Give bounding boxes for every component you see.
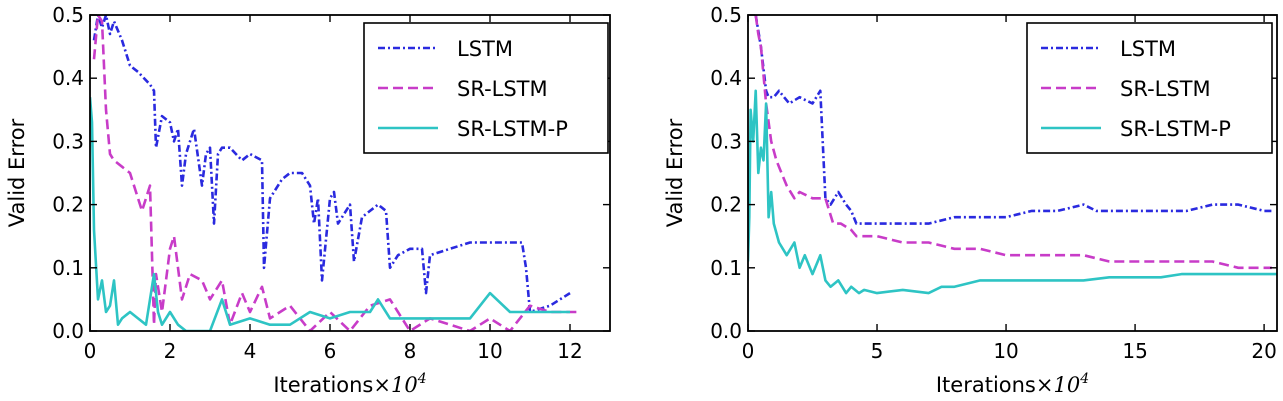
series-group <box>90 15 578 331</box>
x-tick-label: 10 <box>477 339 502 363</box>
x-tick-label: 5 <box>871 339 884 363</box>
y-tick-label: 0.4 <box>52 66 84 90</box>
series-group <box>748 15 1277 295</box>
legend-box <box>1026 22 1273 154</box>
x-tick-label: 15 <box>1122 339 1147 363</box>
legend-box <box>363 22 609 154</box>
y-tick-label: 0.1 <box>710 256 742 280</box>
x-axis-label: Iterations×104 <box>936 371 1089 397</box>
chart-left: 0.0 0.1 0.2 0.3 0.4 0.5 0 2 4 6 8 10 12 Iterations×10… <box>5 3 611 397</box>
y-tick-label: 0.2 <box>710 193 742 217</box>
series-line-sr-lstm-p <box>90 97 570 331</box>
x-tick-label: 10 <box>993 339 1018 363</box>
x-axis-label-text: Iterations <box>936 373 1036 397</box>
y-axis-label: Valid Error <box>5 118 29 227</box>
x-tick-label: 12 <box>557 339 582 363</box>
x-axis-label-multiplier: ×10 <box>1036 373 1080 397</box>
x-tick-label: 4 <box>244 339 257 363</box>
x-axis-label-power: 4 <box>417 371 427 387</box>
legend: LSTM SR-LSTM SR-LSTM-P <box>363 22 609 154</box>
x-axis-label-multiplier: ×10 <box>373 373 417 397</box>
y-tick-label: 0.0 <box>52 319 84 343</box>
y-tick-label: 0.5 <box>710 3 742 27</box>
series-line-sr-lstm-p <box>748 89 1277 295</box>
x-tick-label: 8 <box>404 339 417 363</box>
y-tick-label: 0.2 <box>52 193 84 217</box>
chart-right: 0.0 0.1 0.2 0.3 0.4 0.5 0 5 10 15 20 Iterations×104… <box>663 3 1278 397</box>
x-tick-label: 0 <box>742 339 755 363</box>
y-tick-label: 0.1 <box>52 256 84 280</box>
series-line-lstm <box>754 15 1272 225</box>
y-tick-label: 0.5 <box>52 3 84 27</box>
legend-label: SR-LSTM <box>1120 77 1211 101</box>
legend-label: SR-LSTM <box>457 77 548 101</box>
x-tick-label: 2 <box>164 339 177 363</box>
y-tick-label: 0.4 <box>710 66 742 90</box>
legend-label: LSTM <box>457 37 513 61</box>
y-axis-label: Valid Error <box>663 118 687 227</box>
y-tick-label: 0.0 <box>710 319 742 343</box>
y-tick-label: 0.3 <box>52 129 84 153</box>
x-axis-label-text: Iterations <box>273 373 373 397</box>
x-tick-label: 6 <box>324 339 337 363</box>
legend-label: LSTM <box>1120 37 1176 61</box>
y-tick-label: 0.3 <box>710 129 742 153</box>
x-axis-label: Iterations×104 <box>273 371 426 397</box>
plot-frame <box>89 14 611 332</box>
x-axis-label-power: 4 <box>1079 371 1089 387</box>
legend-label: SR-LSTM-P <box>457 117 568 141</box>
plot-frame <box>747 14 1278 332</box>
legend-label: SR-LSTM-P <box>1120 117 1231 141</box>
series-line-sr-lstm <box>754 15 1272 270</box>
legend: LSTM SR-LSTM SR-LSTM-P <box>1026 22 1273 154</box>
x-tick-label: 0 <box>84 339 97 363</box>
series-line-sr-lstm <box>92 15 578 331</box>
series-line-lstm <box>92 15 571 314</box>
x-tick-label: 20 <box>1251 339 1276 363</box>
